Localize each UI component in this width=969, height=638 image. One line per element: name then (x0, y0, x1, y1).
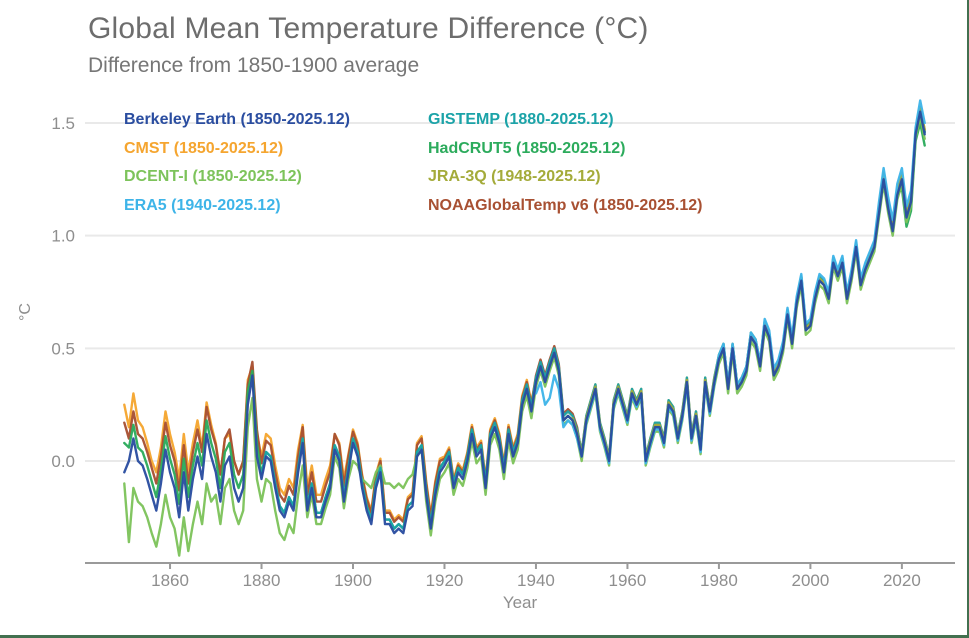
legend-item-era5: ERA5 (1940-2025.12) (124, 196, 281, 214)
legend-item-dcent: DCENT-I (1850-2025.12) (124, 168, 302, 185)
x-tick-label-2000: 2000 (791, 571, 829, 590)
legend-column-left: Berkeley Earth (1850-2025.12) CMST (1850-… (124, 106, 350, 220)
x-tick-label-1960: 1960 (609, 571, 647, 590)
chart-title: Global Mean Temperature Difference (°C) (88, 12, 649, 45)
x-tick-label-1920: 1920 (426, 571, 464, 590)
x-tick-label-1860: 1860 (151, 571, 189, 590)
y-tick-label-1.5: 1.5 (51, 114, 75, 133)
legend-item-jra3q: JRA-3Q (1948-2025.12) (428, 168, 601, 185)
x-tick-label-1980: 1980 (700, 571, 738, 590)
legend-item-gistemp: GISTEMP (1880-2025.12) (428, 111, 614, 128)
series-line-berkeley (123, 110, 926, 535)
x-tick-label-1880: 1880 (243, 571, 281, 590)
y-tick-label-0: 0.0 (51, 452, 75, 471)
legend-item-cmst: CMST (1850-2025.12) (124, 139, 284, 157)
x-tick-label-2020: 2020 (883, 571, 921, 590)
legend-item-hadcrut5: HadCRUT5 (1850-2025.12) (428, 139, 626, 157)
x-axis-title: Year (503, 593, 538, 612)
y-tick-label-0.5: 0.5 (51, 339, 75, 358)
y-tick-label-1: 1.0 (51, 227, 75, 246)
legend-column-right: GISTEMP (1880-2025.12) HadCRUT5 (1850-202… (428, 106, 702, 220)
x-tick-label-1900: 1900 (334, 571, 372, 590)
legend-item-noaa: NOAAGlobalTemp v6 (1850-2025.12) (428, 196, 703, 214)
x-tick-label-1940: 1940 (517, 571, 555, 590)
chart-subtitle: Difference from 1850-1900 average (88, 54, 420, 77)
y-axis-title: °C (17, 303, 34, 321)
legend-item-berkeley: Berkeley Earth (1850-2025.12) (124, 111, 350, 128)
